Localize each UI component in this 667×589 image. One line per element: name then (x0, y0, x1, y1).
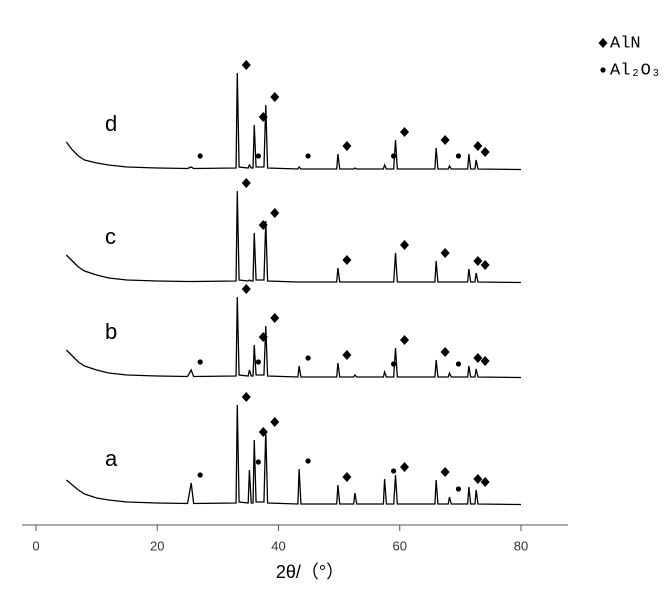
phase-marker (455, 486, 462, 492)
phase-marker (305, 153, 311, 159)
phase-marker (455, 361, 462, 367)
phase-marker (270, 92, 280, 102)
phase-marker (473, 141, 483, 151)
phase-marker (390, 153, 397, 159)
phase-marker (440, 467, 450, 477)
phase-marker (241, 284, 251, 294)
phase-marker (270, 208, 280, 218)
phase-marker (342, 350, 352, 360)
phase-marker (197, 472, 203, 478)
phase-marker (270, 417, 280, 427)
x-tick-label: 40 (271, 538, 285, 553)
series-label: d (105, 111, 117, 136)
x-axis-title: 2θ/（°） (276, 562, 344, 582)
pattern-line (65, 404, 522, 506)
phase-marker (390, 361, 397, 367)
x-tick-label: 60 (393, 538, 407, 553)
phase-marker (473, 353, 483, 363)
phase-marker (400, 462, 410, 472)
phase-marker (197, 153, 203, 159)
phase-marker (440, 135, 450, 145)
legend-symbol (600, 67, 606, 73)
series-label: c (105, 224, 116, 249)
pattern-line (65, 296, 522, 379)
phase-marker (473, 256, 483, 266)
phase-marker (342, 472, 352, 482)
pattern-line (65, 190, 522, 284)
phase-marker (258, 112, 268, 122)
phase-marker (258, 220, 268, 230)
phase-marker (390, 468, 397, 474)
phase-marker (480, 477, 490, 487)
phase-marker (255, 359, 261, 365)
phase-marker (305, 355, 311, 361)
phase-marker (241, 392, 251, 402)
phase-marker (197, 359, 203, 365)
phase-marker (342, 255, 352, 265)
phase-marker (440, 248, 450, 258)
x-tick-label: 20 (150, 538, 164, 553)
phase-marker (400, 127, 410, 137)
phase-marker (258, 427, 268, 437)
phase-marker (241, 178, 251, 188)
x-tick-label: 80 (514, 538, 528, 553)
phase-marker (480, 260, 490, 270)
pattern-line (65, 72, 522, 171)
series-label: a (105, 446, 118, 471)
series-label: b (105, 319, 117, 344)
phase-marker (255, 153, 261, 159)
phase-marker (480, 147, 490, 157)
legend-label: Al₂O₃ (610, 61, 661, 80)
phase-marker (400, 335, 410, 345)
phase-marker (480, 356, 490, 366)
phase-marker (270, 313, 280, 323)
phase-marker (440, 347, 450, 357)
x-tick-label: 0 (32, 538, 39, 553)
phase-marker (305, 458, 311, 464)
phase-marker (400, 240, 410, 250)
phase-marker (258, 332, 268, 342)
phase-marker (342, 141, 352, 151)
phase-marker (255, 459, 261, 465)
legend-label: AlN (610, 34, 641, 53)
phase-marker (455, 153, 462, 159)
phase-marker (473, 474, 483, 484)
phase-marker (241, 60, 251, 70)
legend-symbol (598, 38, 608, 48)
